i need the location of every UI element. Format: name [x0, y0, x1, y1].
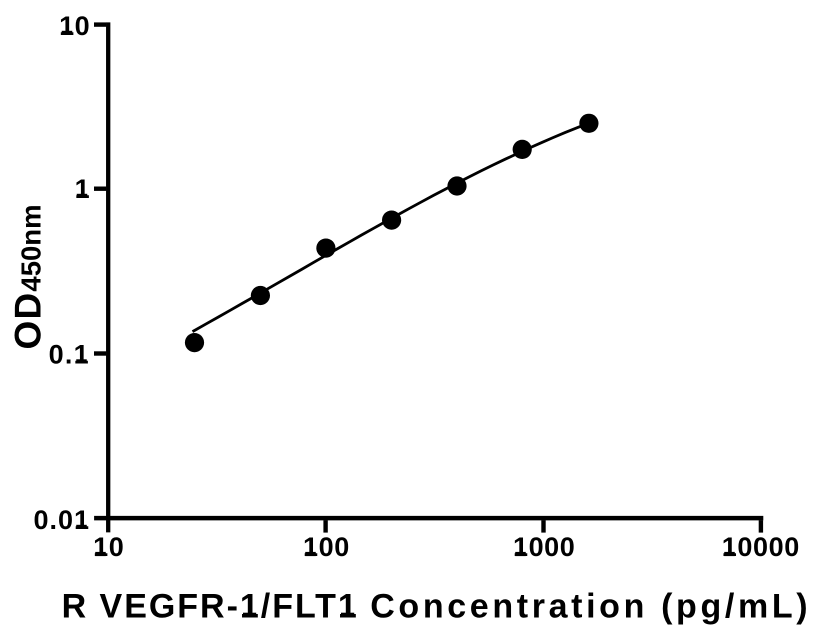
- svg-text:0.01: 0.01: [33, 505, 90, 535]
- svg-text:10: 10: [59, 11, 90, 41]
- svg-text:OD450nm: OD450nm: [8, 204, 49, 349]
- svg-text:10000: 10000: [722, 532, 800, 562]
- svg-text:1: 1: [75, 174, 90, 204]
- svg-text:0.1: 0.1: [49, 340, 90, 370]
- svg-text:R VEGFR-1/FLT1 Concentration (: R VEGFR-1/FLT1 Concentration (pg/mL): [62, 588, 812, 626]
- svg-text:1000: 1000: [513, 532, 575, 562]
- svg-text:100: 100: [303, 532, 350, 562]
- svg-text:10: 10: [93, 532, 124, 562]
